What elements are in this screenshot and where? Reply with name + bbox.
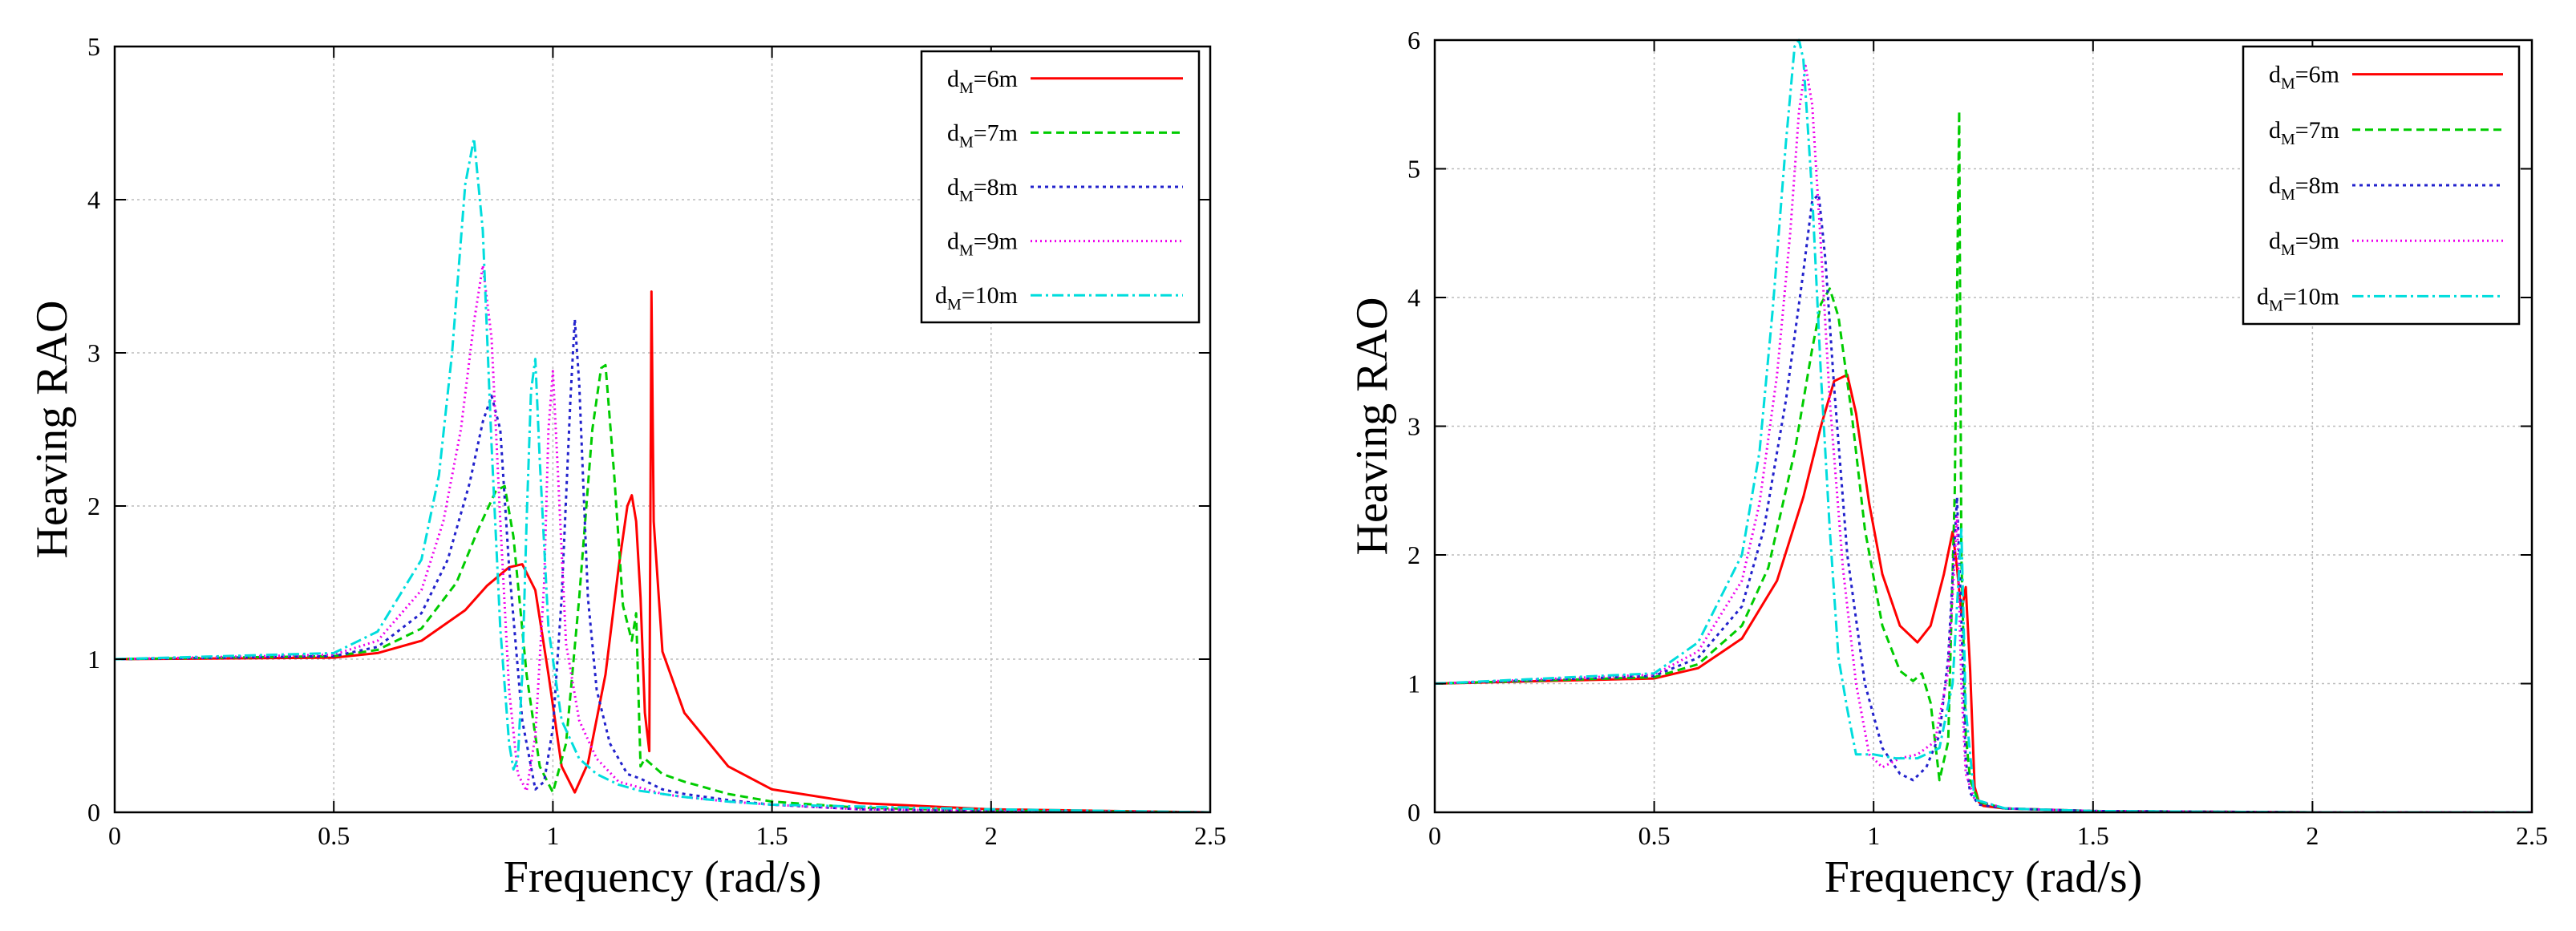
legend-label: dM=8m	[2269, 172, 2339, 204]
legend-label-sub: M	[2269, 297, 2283, 314]
legend-entry: dM=10m	[2257, 283, 2503, 314]
x-tick-label: 1	[1867, 821, 1880, 850]
legend-label: dM=9m	[2269, 228, 2339, 259]
legend-label-sub: M	[2281, 186, 2295, 204]
y-tick-label: 2	[87, 492, 100, 520]
legend-label-tail: =7m	[974, 119, 1018, 146]
series-line-8m	[115, 318, 1210, 812]
x-tick-label: 0	[108, 821, 121, 850]
legend-entry: dM=7m	[2269, 117, 2503, 148]
y-tick-label: 5	[87, 32, 100, 61]
legend-label-sub: M	[2281, 75, 2295, 93]
legend-label-sub: M	[959, 133, 974, 151]
legend-label-tail: =10m	[962, 282, 1018, 309]
y-tick-label: 0	[87, 798, 100, 827]
legend-label-tail: =7m	[2295, 117, 2339, 144]
y-tick-label: 3	[87, 338, 100, 367]
y-tick-label: 4	[1407, 283, 1420, 312]
y-tick-label: 2	[1407, 540, 1420, 569]
legend-entry: dM=9m	[947, 229, 1183, 260]
legend-label-tail: =6m	[974, 66, 1018, 92]
legend-label-main: d	[947, 119, 959, 146]
series-line-7m	[1435, 109, 2532, 812]
series-line-7m	[115, 363, 1210, 812]
y-axis-title: Heaving RAO	[1347, 298, 1397, 556]
legend-label-sub: M	[947, 296, 962, 314]
y-tick-label: 4	[87, 185, 100, 214]
y-tick-label: 1	[1407, 670, 1420, 698]
chart-panel-1: 0 0.5 1 1.5 2 2.5 0 1 2 3 4 5 Frequency (rad/s) Heavi…	[27, 32, 1226, 902]
x-tick-label: 1.5	[756, 821, 788, 850]
legend-entry: dM=8m	[2269, 172, 2503, 204]
x-tick-label: 2	[2306, 821, 2319, 850]
series-line-10m	[1435, 38, 2532, 812]
legend-label: dM=6m	[2269, 62, 2339, 93]
legend-entry: dM=6m	[2269, 62, 2503, 93]
legend-label-main: d	[947, 229, 959, 255]
legend-label: dM=9m	[947, 229, 1018, 260]
legend-label-main: d	[947, 174, 959, 200]
legend-label: dM=10m	[2257, 283, 2339, 314]
series-line-6m	[115, 290, 1210, 812]
legend-label-sub: M	[959, 242, 974, 260]
legend-label-main: d	[2269, 62, 2281, 88]
legend-label-sub: M	[2281, 241, 2295, 259]
chart-panel-2: 0 0.5 1 1.5 2 2.5 0 1 2 3 4 5 6 Frequency (rad/s) Heav…	[1347, 26, 2548, 902]
legend-label-main: d	[2269, 117, 2281, 144]
legend-entry: dM=6m	[947, 66, 1183, 97]
legend-label: dM=7m	[2269, 117, 2339, 148]
legend-label-main: d	[947, 66, 959, 92]
x-axis-title: Frequency (rad/s)	[1825, 852, 2143, 902]
y-tick-label: 0	[1407, 798, 1420, 827]
x-tick-label: 2.5	[2516, 821, 2548, 850]
x-tick-label: 0.5	[1638, 821, 1671, 850]
legend-label: dM=8m	[947, 174, 1018, 205]
legend-label-sub: M	[2281, 131, 2295, 148]
legend-label-tail: =8m	[2295, 172, 2339, 199]
legend-label-sub: M	[959, 79, 974, 97]
y-tick-label: 6	[1407, 26, 1420, 55]
y-tick-label: 5	[1407, 155, 1420, 184]
legend-entry: dM=9m	[2269, 228, 2503, 259]
y-axis-title: Heaving RAO	[27, 301, 77, 559]
plot-frame	[113, 45, 1212, 814]
legend-label: dM=7m	[947, 119, 1018, 151]
x-tick-label: 1	[546, 821, 559, 850]
legend-label-tail: =10m	[2283, 283, 2339, 310]
x-tick-label: 2	[985, 821, 998, 850]
y-tick-label: 3	[1407, 412, 1420, 441]
legend-entry: dM=7m	[947, 119, 1183, 151]
legend-label-tail: =9m	[974, 229, 1018, 255]
legend-label-sub: M	[959, 188, 974, 205]
series-line-8m	[1435, 193, 2532, 812]
x-axis-title: Frequency (rad/s)	[504, 852, 822, 902]
legend-label: dM=6m	[947, 66, 1018, 97]
x-tick-label: 2.5	[1194, 821, 1226, 850]
legend-entry: dM=10m	[935, 282, 1183, 314]
series-line-6m	[1435, 373, 2532, 812]
series-line-9m	[115, 264, 1210, 812]
x-tick-label: 0.5	[318, 821, 350, 850]
legend-label-tail: =6m	[2295, 62, 2339, 88]
x-tick-label: 1.5	[2077, 821, 2109, 850]
legend-label-tail: =9m	[2295, 228, 2339, 254]
legend-label-main: d	[2269, 228, 2281, 254]
series-line-9m	[1435, 64, 2532, 812]
legend-entry: dM=8m	[947, 174, 1183, 205]
legend-label-main: d	[2269, 172, 2281, 199]
y-tick-label: 1	[87, 645, 100, 674]
legend-label-tail: =8m	[974, 174, 1018, 200]
legend-label-main: d	[935, 282, 947, 309]
legend-label: dM=10m	[935, 282, 1018, 314]
series-line-10m	[115, 137, 1210, 812]
legend-label-main: d	[2257, 283, 2269, 310]
x-tick-label: 0	[1428, 821, 1441, 850]
